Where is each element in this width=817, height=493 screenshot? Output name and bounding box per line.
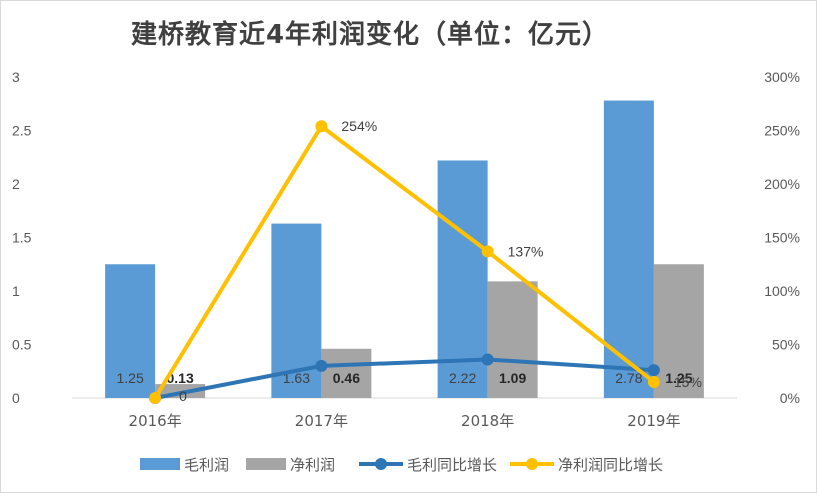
y-right-tick-label: 150% bbox=[764, 230, 800, 246]
bar-gross-profit bbox=[105, 264, 156, 398]
chart-title: 建桥教育近4年利润变化（单位：亿元） bbox=[130, 20, 610, 50]
line-point bbox=[647, 375, 660, 388]
line-net-growth bbox=[153, 124, 656, 400]
y-left-tick-label: 2 bbox=[12, 176, 20, 192]
legend-swatch bbox=[246, 458, 286, 470]
y-right-tick-label: 50% bbox=[772, 337, 800, 353]
line-point bbox=[149, 392, 162, 404]
x-category-label: 2018年 bbox=[461, 412, 514, 430]
bar-data-label: 1.25 bbox=[665, 370, 692, 386]
line-point bbox=[647, 364, 660, 377]
bar-net-profit bbox=[653, 264, 704, 398]
y-right-tick-label: 0% bbox=[780, 390, 800, 406]
y-left-tick-label: 2.5 bbox=[12, 123, 32, 139]
line-data-label: 15% bbox=[674, 374, 702, 390]
line-data-label: 254% bbox=[341, 118, 377, 134]
line-data-label: 137% bbox=[508, 243, 544, 259]
y-right-tick-label: 100% bbox=[764, 283, 800, 299]
bar-net-profit bbox=[487, 281, 538, 398]
legend-marker bbox=[526, 458, 538, 470]
bar-data-label: 0.46 bbox=[333, 370, 360, 386]
legend-label: 毛利润 bbox=[184, 456, 229, 474]
line-point bbox=[315, 359, 328, 372]
legend-swatch bbox=[140, 458, 180, 470]
bar-data-label: 1.09 bbox=[499, 370, 526, 386]
line-gross-growth bbox=[154, 357, 655, 400]
x-category-label: 2019年 bbox=[627, 412, 680, 430]
x-category-label: 2016年 bbox=[129, 412, 182, 430]
line-data-label: 0 bbox=[179, 388, 187, 404]
y-right-tick-label: 250% bbox=[764, 123, 800, 139]
line-point bbox=[481, 245, 494, 258]
bar-net-profit bbox=[321, 348, 372, 398]
y-left-tick-label: 1 bbox=[12, 283, 20, 299]
y-right-tick-label: 200% bbox=[764, 176, 800, 192]
bar-gross-profit bbox=[603, 100, 654, 398]
y-left-tick-label: 0.5 bbox=[12, 337, 32, 353]
legend-marker bbox=[375, 458, 387, 470]
bar-data-label: 2.22 bbox=[449, 370, 476, 386]
legend-label: 净利润同比增长 bbox=[558, 456, 663, 474]
bar-data-label: 2.78 bbox=[615, 370, 642, 386]
bar-data-label: 0.13 bbox=[167, 370, 194, 386]
x-category-label: 2017年 bbox=[295, 412, 348, 430]
line-point bbox=[315, 120, 328, 133]
line-point bbox=[481, 353, 494, 366]
y-left-tick-label: 3 bbox=[12, 69, 20, 85]
bar-data-label: 1.25 bbox=[117, 370, 144, 386]
legend-label: 净利润 bbox=[290, 456, 335, 474]
y-left-tick-label: 1.5 bbox=[12, 230, 32, 246]
legend-label: 毛利同比增长 bbox=[407, 456, 497, 474]
y-right-tick-label: 300% bbox=[764, 69, 800, 85]
y-left-tick-label: 0 bbox=[12, 390, 20, 406]
